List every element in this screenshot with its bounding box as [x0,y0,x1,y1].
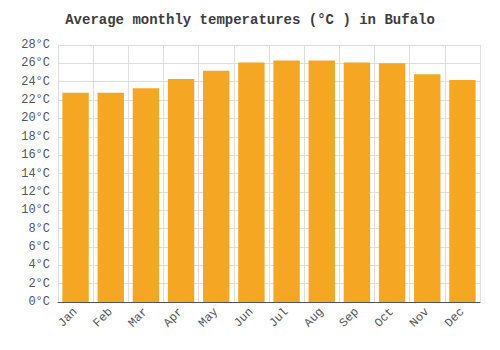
svg-text:4°C: 4°C [28,258,50,272]
svg-text:10°C: 10°C [21,203,50,217]
svg-text:Dec: Dec [442,305,467,330]
svg-text:Jun: Jun [231,305,256,330]
svg-text:22°C: 22°C [21,93,50,107]
svg-text:Apr: Apr [161,305,186,330]
svg-text:24°C: 24°C [21,75,50,89]
svg-text:2°C: 2°C [28,277,50,291]
svg-text:8°C: 8°C [28,222,50,236]
svg-text:Jan: Jan [55,305,80,330]
svg-text:Sep: Sep [337,305,362,330]
svg-text:6°C: 6°C [28,240,50,254]
svg-text:Aug: Aug [302,305,327,330]
svg-text:Average monthly temperatures (: Average monthly temperatures (°C ) in Bu… [65,12,435,28]
svg-text:Oct: Oct [372,305,397,330]
svg-text:14°C: 14°C [21,167,50,181]
svg-text:May: May [196,305,221,330]
svg-text:18°C: 18°C [21,130,50,144]
svg-text:12°C: 12°C [21,185,50,199]
svg-text:Mar: Mar [126,305,151,330]
svg-text:Jul: Jul [266,305,291,330]
svg-text:Feb: Feb [91,305,116,330]
svg-text:20°C: 20°C [21,111,50,125]
svg-text:16°C: 16°C [21,148,50,162]
svg-text:26°C: 26°C [21,56,50,70]
svg-text:28°C: 28°C [21,38,50,52]
svg-text:Nov: Nov [407,305,432,330]
svg-text:0°C: 0°C [28,295,50,309]
